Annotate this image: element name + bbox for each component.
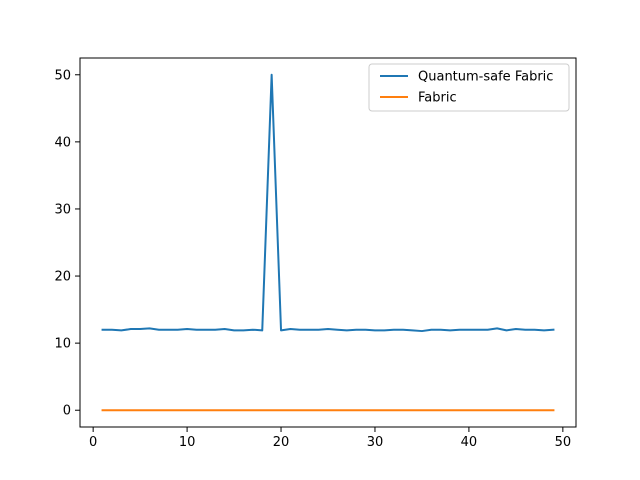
x-tick-label: 10 [179,435,196,450]
legend-label-quantum-safe-fabric: Quantum-safe Fabric [418,70,553,85]
legend: Quantum-safe Fabric Fabric [368,63,570,112]
y-tick-label: 10 [54,337,71,352]
plot-area-frame [79,57,577,428]
legend-label-fabric: Fabric [418,91,457,106]
y-tick-label: 40 [54,135,71,150]
x-tick-label: 0 [89,435,97,450]
y-tick-label: 0 [63,404,71,419]
y-tick-label: 20 [54,270,71,285]
axes-layer: 0 10 20 30 40 50 0 10 20 30 40 50 [54,68,571,450]
series-line-quantum-safe-fabric [101,73,555,333]
legend-box [368,63,570,112]
x-tick-label: 20 [273,435,290,450]
x-tick-label: 40 [461,435,478,450]
x-tick-label: 50 [555,435,572,450]
x-tick-label: 30 [367,435,384,450]
y-tick-label: 30 [54,202,71,217]
series-layer [101,73,555,412]
y-tick-label: 50 [54,68,71,83]
